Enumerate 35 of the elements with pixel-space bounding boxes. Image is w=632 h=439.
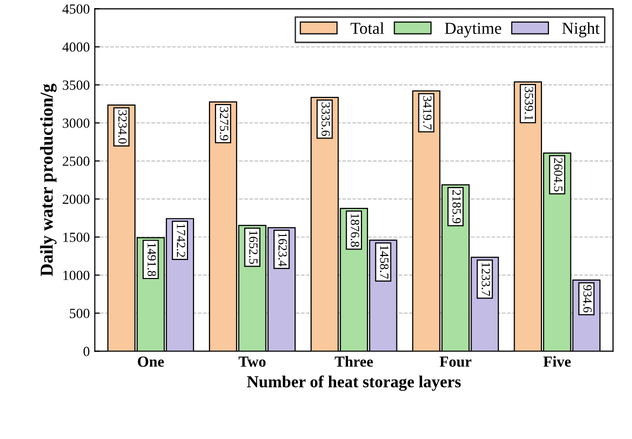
data-label: 934.6	[583, 285, 592, 312]
y-tick-label: 4500	[62, 4, 90, 14]
legend-label: Daytime	[444, 22, 502, 38]
y-tick-label: 3500	[62, 80, 90, 90]
data-label: 3234.0	[118, 110, 127, 144]
y-tick-label: 1500	[63, 232, 90, 242]
data-label: 1491.8	[148, 243, 156, 276]
x-tick-label: One	[138, 356, 164, 367]
y-tick-label: 4000	[62, 42, 90, 52]
y-tick-label: 2000	[62, 194, 90, 204]
data-label: 3539.1	[524, 87, 534, 120]
y-tick-label: 0	[84, 346, 90, 356]
x-tick-label: Five	[543, 356, 571, 367]
y-tick-label: 2500	[62, 156, 90, 166]
y-tick-label: 1000	[63, 270, 90, 280]
y-tick-label: 3000	[62, 118, 90, 128]
legend-label: Night	[562, 22, 600, 38]
data-label: 1233.7	[482, 262, 490, 296]
data-label: 3335.6	[321, 102, 330, 136]
data-label: 1742.2	[176, 224, 186, 257]
data-label: 1458.7	[380, 246, 388, 279]
y-tick-label: 500	[70, 308, 90, 318]
data-label: 1623.4	[278, 233, 287, 266]
x-axis-title: Number of heat storage layers	[247, 375, 461, 391]
y-axis-title: Daily water production/g	[40, 84, 57, 276]
data-label: 2604.5	[554, 158, 562, 192]
legend-label: Total	[350, 22, 384, 34]
x-tick-label: Two	[238, 356, 266, 367]
x-tick-label: Four	[440, 356, 472, 367]
data-label: 1876.8	[350, 214, 360, 247]
x-tick-label: Three	[334, 356, 373, 367]
data-label: 1652.5	[249, 231, 258, 264]
data-label: 2185.9	[452, 190, 461, 224]
data-label: 3419.7	[423, 96, 432, 130]
data-label: 3275.9	[220, 107, 228, 140]
